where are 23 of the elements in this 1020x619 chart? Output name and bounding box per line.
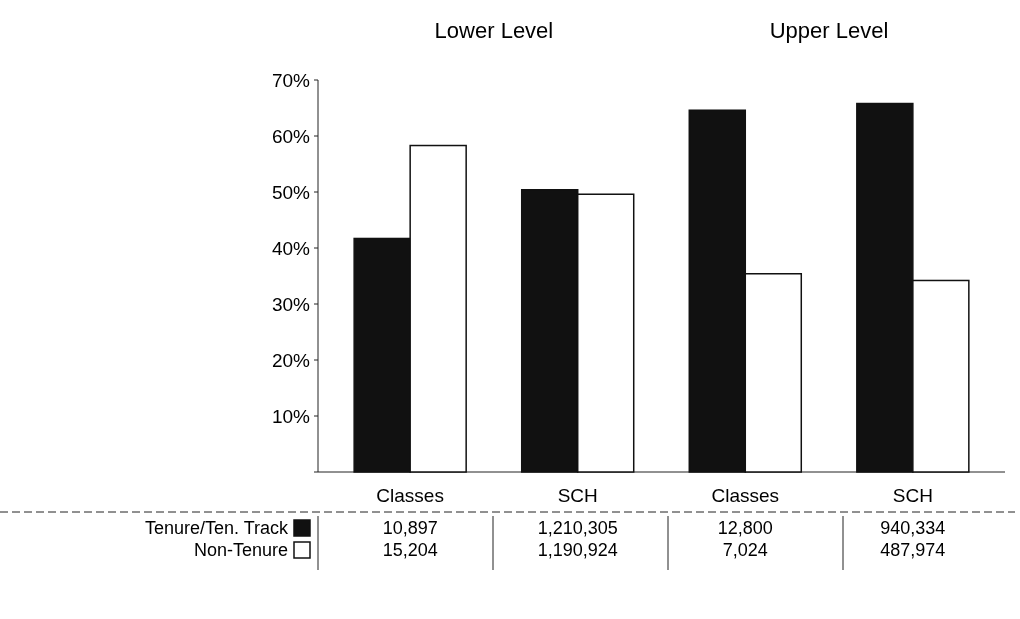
x-tick-label: SCH [892,485,933,506]
y-tick-label: 60% [271,125,311,147]
text: 487,974 [880,540,946,561]
text: 1,210,305 [537,518,618,539]
y-tick-label: 10% [271,405,311,427]
x-tick-label: SCH [557,485,598,506]
y-tick-label: 20% [271,349,311,371]
legend-label: Non-Tenure [193,540,288,561]
text: 12,800 [717,518,773,539]
y-tick-label: 50% [271,181,311,203]
legend-label: Tenure/Ten. Track [144,518,289,539]
text: 7,024 [722,540,768,561]
text: 15,204 [382,540,438,561]
x-tick-label: Classes [711,485,780,506]
y-tick-label: 30% [271,293,311,315]
text: Lower Level [434,18,554,43]
x-tick-label: Classes [376,485,444,506]
text: Upper Level [769,18,889,43]
y-tick-label: 70% [271,69,311,91]
text: 10,897 [382,518,438,539]
text: 940,334 [880,518,946,539]
y-tick-label: 40% [271,237,311,259]
text: 1,190,924 [537,540,618,561]
